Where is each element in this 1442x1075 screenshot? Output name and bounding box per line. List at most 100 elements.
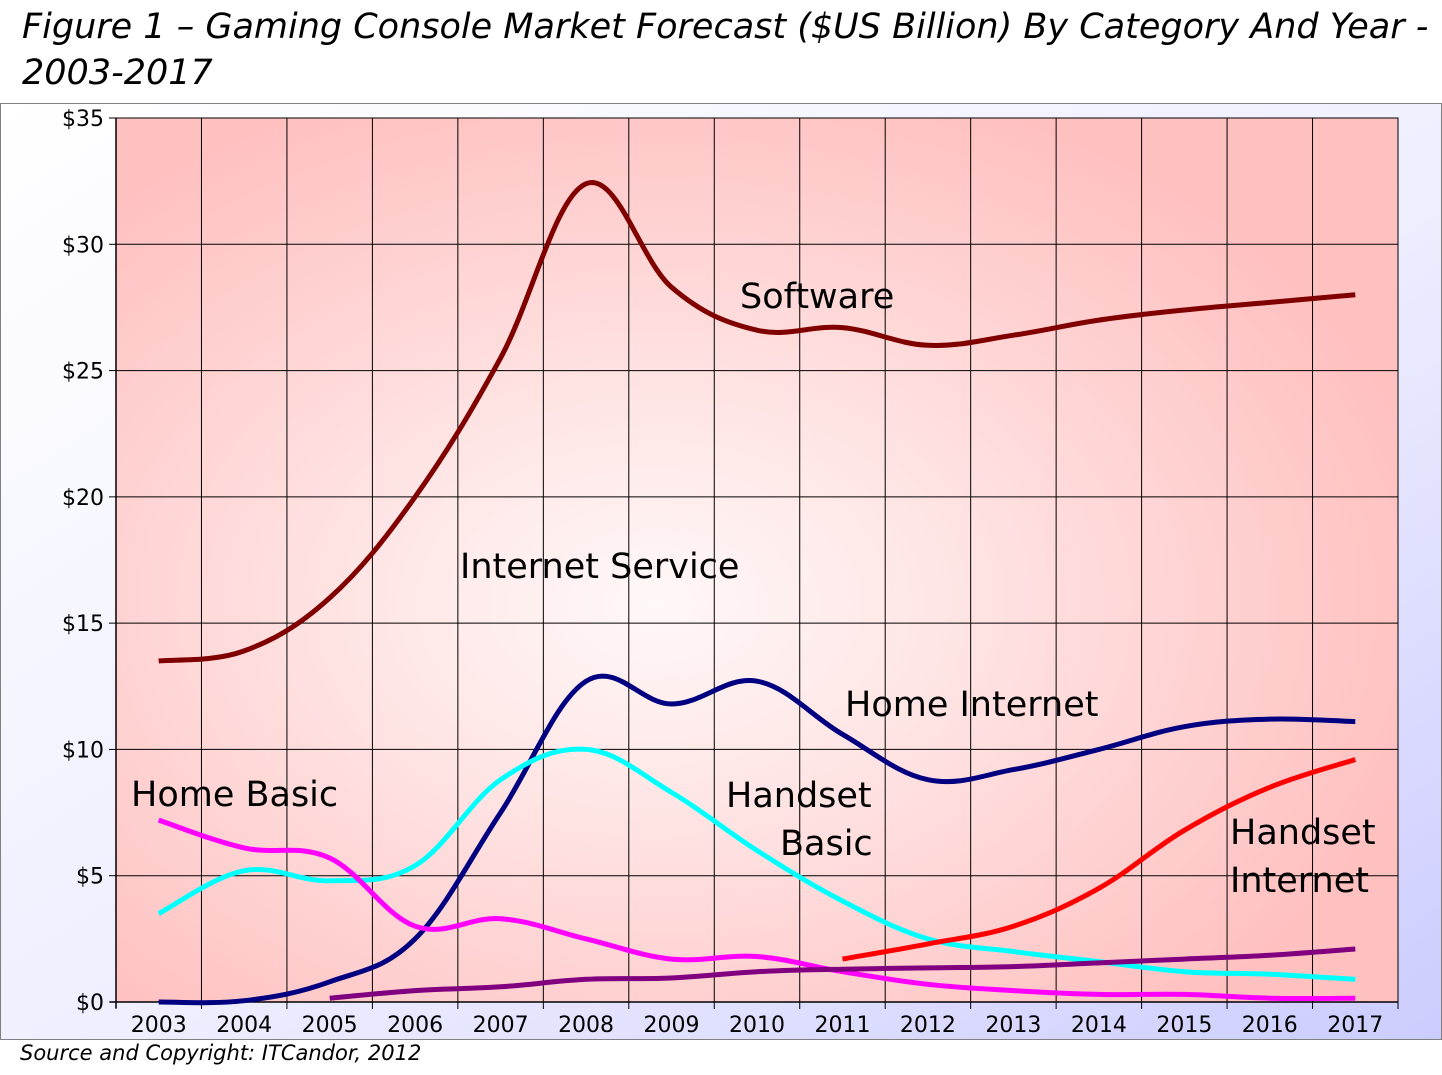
data-point-software	[755, 328, 760, 333]
data-point-handset-internet	[1353, 757, 1358, 762]
series-annotation: Internet	[1230, 861, 1369, 901]
x-tick-label: 2006	[387, 1013, 443, 1038]
plot-area	[116, 118, 1398, 1002]
series-annotation: Handset	[1230, 813, 1376, 853]
data-point-handset-basic	[1353, 977, 1358, 982]
data-point-handset-basic	[1267, 972, 1272, 977]
data-point-internet-service	[1096, 960, 1101, 965]
data-point-home-internet	[1011, 767, 1016, 772]
series-annotation: Home Basic	[131, 775, 338, 815]
y-tick-label: $25	[62, 360, 104, 385]
x-tick-label: 2010	[729, 1013, 785, 1038]
data-point-home-internet	[584, 679, 589, 684]
data-point-home-basic	[498, 916, 503, 921]
data-point-home-internet	[156, 1000, 161, 1005]
y-tick-label: $20	[62, 486, 104, 511]
data-point-home-internet	[840, 732, 845, 737]
x-tick-label: 2014	[1071, 1013, 1127, 1038]
data-point-handset-basic	[242, 868, 247, 873]
data-point-handset-internet	[1011, 924, 1016, 929]
data-point-handset-internet	[1267, 785, 1272, 790]
data-point-home-internet	[242, 998, 247, 1003]
x-tick-label: 2003	[131, 1013, 187, 1038]
x-tick-label: 2004	[216, 1013, 272, 1038]
data-point-handset-internet	[840, 957, 845, 962]
y-tick-label: $30	[62, 233, 104, 258]
data-point-software	[1096, 318, 1101, 323]
data-point-home-internet	[413, 936, 418, 941]
data-point-internet-service	[1267, 953, 1272, 958]
data-point-handset-internet	[1182, 828, 1187, 833]
series-annotation: Software	[740, 277, 894, 317]
data-point-software	[584, 181, 589, 186]
x-tick-label: 2017	[1327, 1013, 1383, 1038]
data-point-software	[925, 343, 930, 348]
data-point-home-internet	[1353, 719, 1358, 724]
x-tick-label: 2016	[1242, 1013, 1298, 1038]
data-point-software	[242, 648, 247, 653]
data-point-internet-service	[1011, 964, 1016, 969]
data-point-handset-internet	[925, 941, 930, 946]
y-tick-label: $0	[76, 991, 104, 1016]
data-point-home-internet	[327, 979, 332, 984]
series-line-home-basic	[157, 817, 1356, 1002]
data-point-home-basic	[242, 845, 247, 850]
x-tick-label: 2005	[302, 1013, 358, 1038]
data-point-handset-basic	[498, 777, 503, 782]
data-point-handset-internet	[1096, 886, 1101, 891]
y-tick-label: $10	[62, 738, 104, 763]
data-point-home-basic	[925, 982, 930, 987]
data-point-home-internet	[1096, 747, 1101, 752]
data-point-home-basic	[327, 856, 332, 861]
data-point-home-basic	[584, 936, 589, 941]
data-point-internet-service	[413, 988, 418, 993]
data-point-software	[413, 494, 418, 499]
data-point-internet-service	[925, 965, 930, 970]
series-annotation: Basic	[780, 824, 873, 864]
data-point-home-internet	[755, 679, 760, 684]
data-point-software	[1353, 292, 1358, 297]
chart-title: Figure 1 – Gaming Console Market Forecas…	[22, 7, 1429, 93]
series-line-handset-internet	[842, 757, 1357, 962]
data-point-home-internet	[498, 810, 503, 815]
data-point-handset-basic	[1011, 949, 1016, 954]
data-point-home-basic	[1267, 996, 1272, 1001]
data-point-handset-basic	[755, 848, 760, 853]
data-point-internet-service	[755, 969, 760, 974]
data-point-home-basic	[755, 954, 760, 959]
data-point-software	[1011, 333, 1016, 338]
data-point-home-internet	[1182, 724, 1187, 729]
data-point-home-basic	[1011, 988, 1016, 993]
series-annotation: Home Internet	[845, 685, 1098, 725]
data-point-internet-service	[327, 996, 332, 1001]
data-point-software	[669, 285, 674, 290]
data-point-handset-basic	[327, 878, 332, 883]
data-point-home-internet	[1267, 717, 1272, 722]
data-point-handset-basic	[840, 898, 845, 903]
x-tick-label: 2007	[473, 1013, 529, 1038]
data-point-home-basic	[1182, 992, 1187, 997]
series-annotation: Internet Service	[460, 547, 739, 587]
data-point-home-internet	[669, 701, 674, 706]
data-point-handset-basic	[669, 790, 674, 795]
data-point-internet-service	[840, 967, 845, 972]
data-point-internet-service	[1182, 957, 1187, 962]
y-tick-label: $5	[76, 865, 104, 890]
x-tick-label: 2015	[1156, 1013, 1212, 1038]
data-point-home-internet	[925, 777, 930, 782]
x-tick-label: 2012	[900, 1013, 956, 1038]
data-point-software	[840, 325, 845, 330]
y-tick-label: $35	[62, 107, 104, 132]
x-tick-label: 2009	[644, 1013, 700, 1038]
data-point-home-basic	[413, 924, 418, 929]
data-point-handset-basic	[413, 863, 418, 868]
x-tick-label: 2008	[558, 1013, 614, 1038]
y-tick-label: $15	[62, 612, 104, 637]
data-point-internet-service	[584, 977, 589, 982]
data-point-software	[327, 595, 332, 600]
data-point-software	[1182, 307, 1187, 312]
x-tick-label: 2013	[985, 1013, 1041, 1038]
data-point-software	[1267, 300, 1272, 305]
